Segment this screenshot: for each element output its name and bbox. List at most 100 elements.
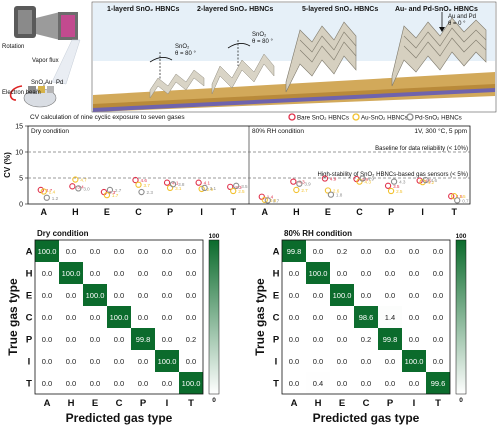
cm-cell-value: 0.0 [42, 291, 52, 300]
cm-cell-value: 0.0 [337, 379, 347, 388]
cm-cell-value: 0.0 [66, 357, 76, 366]
cv-point-label: 3.0 [83, 186, 90, 191]
cm-x-tick-label: C [116, 398, 123, 409]
cm-cell [354, 262, 378, 284]
cm-frame [34, 239, 204, 395]
cm-y-tick-label: I [28, 357, 31, 368]
cm-cell [35, 372, 59, 394]
cv-point [103, 192, 111, 199]
cm-cell-value: 0.0 [337, 313, 347, 322]
cm-cell [330, 240, 354, 262]
cm-cell-value: 100.0 [38, 247, 57, 256]
cm-cell [378, 372, 402, 394]
cv-point-label: 4.7 [80, 178, 87, 183]
cv-condition-label-dry: Dry condition [31, 128, 69, 135]
cm-cell [83, 350, 107, 372]
cm-cell-value: 0.0 [66, 291, 76, 300]
cm-cell-value: 0.0 [90, 269, 100, 278]
cv-point [135, 181, 142, 188]
cm-y-tick-label: H [26, 269, 33, 280]
cm-cell-value: 0.0 [313, 357, 323, 366]
cm-cell [35, 284, 59, 306]
cm-cell [155, 284, 179, 306]
cm-cell [179, 328, 203, 350]
au-label: Au [45, 80, 52, 86]
cm-cell [426, 284, 450, 306]
cm-colorbar-max-label: 100 [209, 233, 220, 240]
cv-point [384, 182, 392, 189]
cv-point [422, 176, 429, 184]
cm-cell-value: 0.0 [90, 357, 100, 366]
angle-label-1-line1: SnO₂ [175, 44, 190, 50]
cm-cell [179, 350, 203, 372]
cm-y-tick-label: I [275, 357, 278, 368]
cm-cell-value: 0.0 [289, 269, 299, 278]
cv-point-label: 3.1 [175, 186, 182, 191]
angle-label-3-line2: θ = 0 ° [448, 21, 466, 27]
cv-point [106, 186, 114, 194]
cm-cell-value: 0.0 [162, 291, 172, 300]
cm-cell-value: 100.0 [182, 379, 201, 388]
cv-point-label: 4.6 [141, 178, 148, 183]
cm-y-tick-label: A [26, 247, 33, 258]
cv-point-label: 3.1 [210, 186, 217, 191]
cm-cell [155, 306, 179, 328]
cv-x-tick-label: H [72, 207, 79, 217]
cm-cell [306, 306, 330, 328]
cv-point-label: 4.3 [365, 180, 372, 185]
cm-cell-value: 0.0 [90, 335, 100, 344]
cm-colorbar-max-label: 100 [456, 233, 467, 240]
cv-point-label: 4.6 [431, 178, 438, 183]
cm-cell-value: 0.0 [186, 269, 196, 278]
cm-cell-value: 0.0 [385, 269, 395, 278]
cv-point [264, 197, 271, 204]
cv-legend-marker [352, 113, 360, 121]
cm-cell-value: 0.0 [289, 291, 299, 300]
cm-cell [131, 306, 155, 328]
cm-y-tick-label: H [273, 269, 280, 280]
cm-cell-value: 0.0 [114, 269, 124, 278]
hbnc-2layer [211, 53, 275, 95]
cm-cell-value: 100.0 [158, 357, 177, 366]
vapor-flux-label: Vapor flux [32, 58, 59, 64]
cm-cell-value: 0.0 [313, 335, 323, 344]
cm-x-tick-label: P [140, 398, 147, 409]
cm-y-tick-label: P [26, 335, 33, 346]
cm-cell-value: 0.0 [186, 291, 196, 300]
cv-point-label: 4.9 [330, 177, 337, 182]
cv-x-tick-label: T [451, 207, 457, 217]
cm-cell [83, 328, 107, 350]
cm-cell-value: 0.0 [138, 269, 148, 278]
cv-x-tick-label: I [421, 207, 424, 217]
cm-cell-value: 0.0 [138, 247, 148, 256]
cv-y-tick-label: 15 [15, 124, 23, 131]
cm-cell-value: 0.0 [162, 269, 172, 278]
cm-cell-value: 0.0 [186, 313, 196, 322]
cm-cell-value: 99.8 [383, 335, 398, 344]
cm-cell [155, 328, 179, 350]
hbnc-1layer [149, 69, 205, 99]
cm-cell [330, 350, 354, 372]
cm-cell [354, 372, 378, 394]
cm-cell-value: 0.0 [114, 291, 124, 300]
cm-cell [330, 262, 354, 284]
cv-y-tick-label: 5 [19, 176, 23, 183]
panel-title-4: Au- and Pd-SnO₂ HBNCs [395, 6, 478, 13]
cm-cell [107, 350, 131, 372]
cv-point [321, 175, 329, 182]
cv-point [387, 187, 395, 195]
cv-point [166, 184, 174, 192]
cm-y-tick-label: C [273, 313, 280, 324]
cm-cell [378, 306, 402, 328]
cm-cell [306, 240, 330, 262]
cv-point-label: 0.8 [270, 198, 277, 203]
cm-cell [378, 240, 402, 262]
cm-cell [354, 284, 378, 306]
cv-point-label: 1.8 [336, 193, 343, 198]
cv-condition-note: 1V, 300 °C, 5 ppm [414, 127, 467, 135]
cm-cell-value: 0.0 [90, 313, 100, 322]
cm-cell-value: 0.2 [361, 335, 371, 344]
cm-cell-value: 0.0 [289, 313, 299, 322]
cm-cell [306, 372, 330, 394]
cv-y-axis-label: CV (%) [3, 152, 12, 178]
